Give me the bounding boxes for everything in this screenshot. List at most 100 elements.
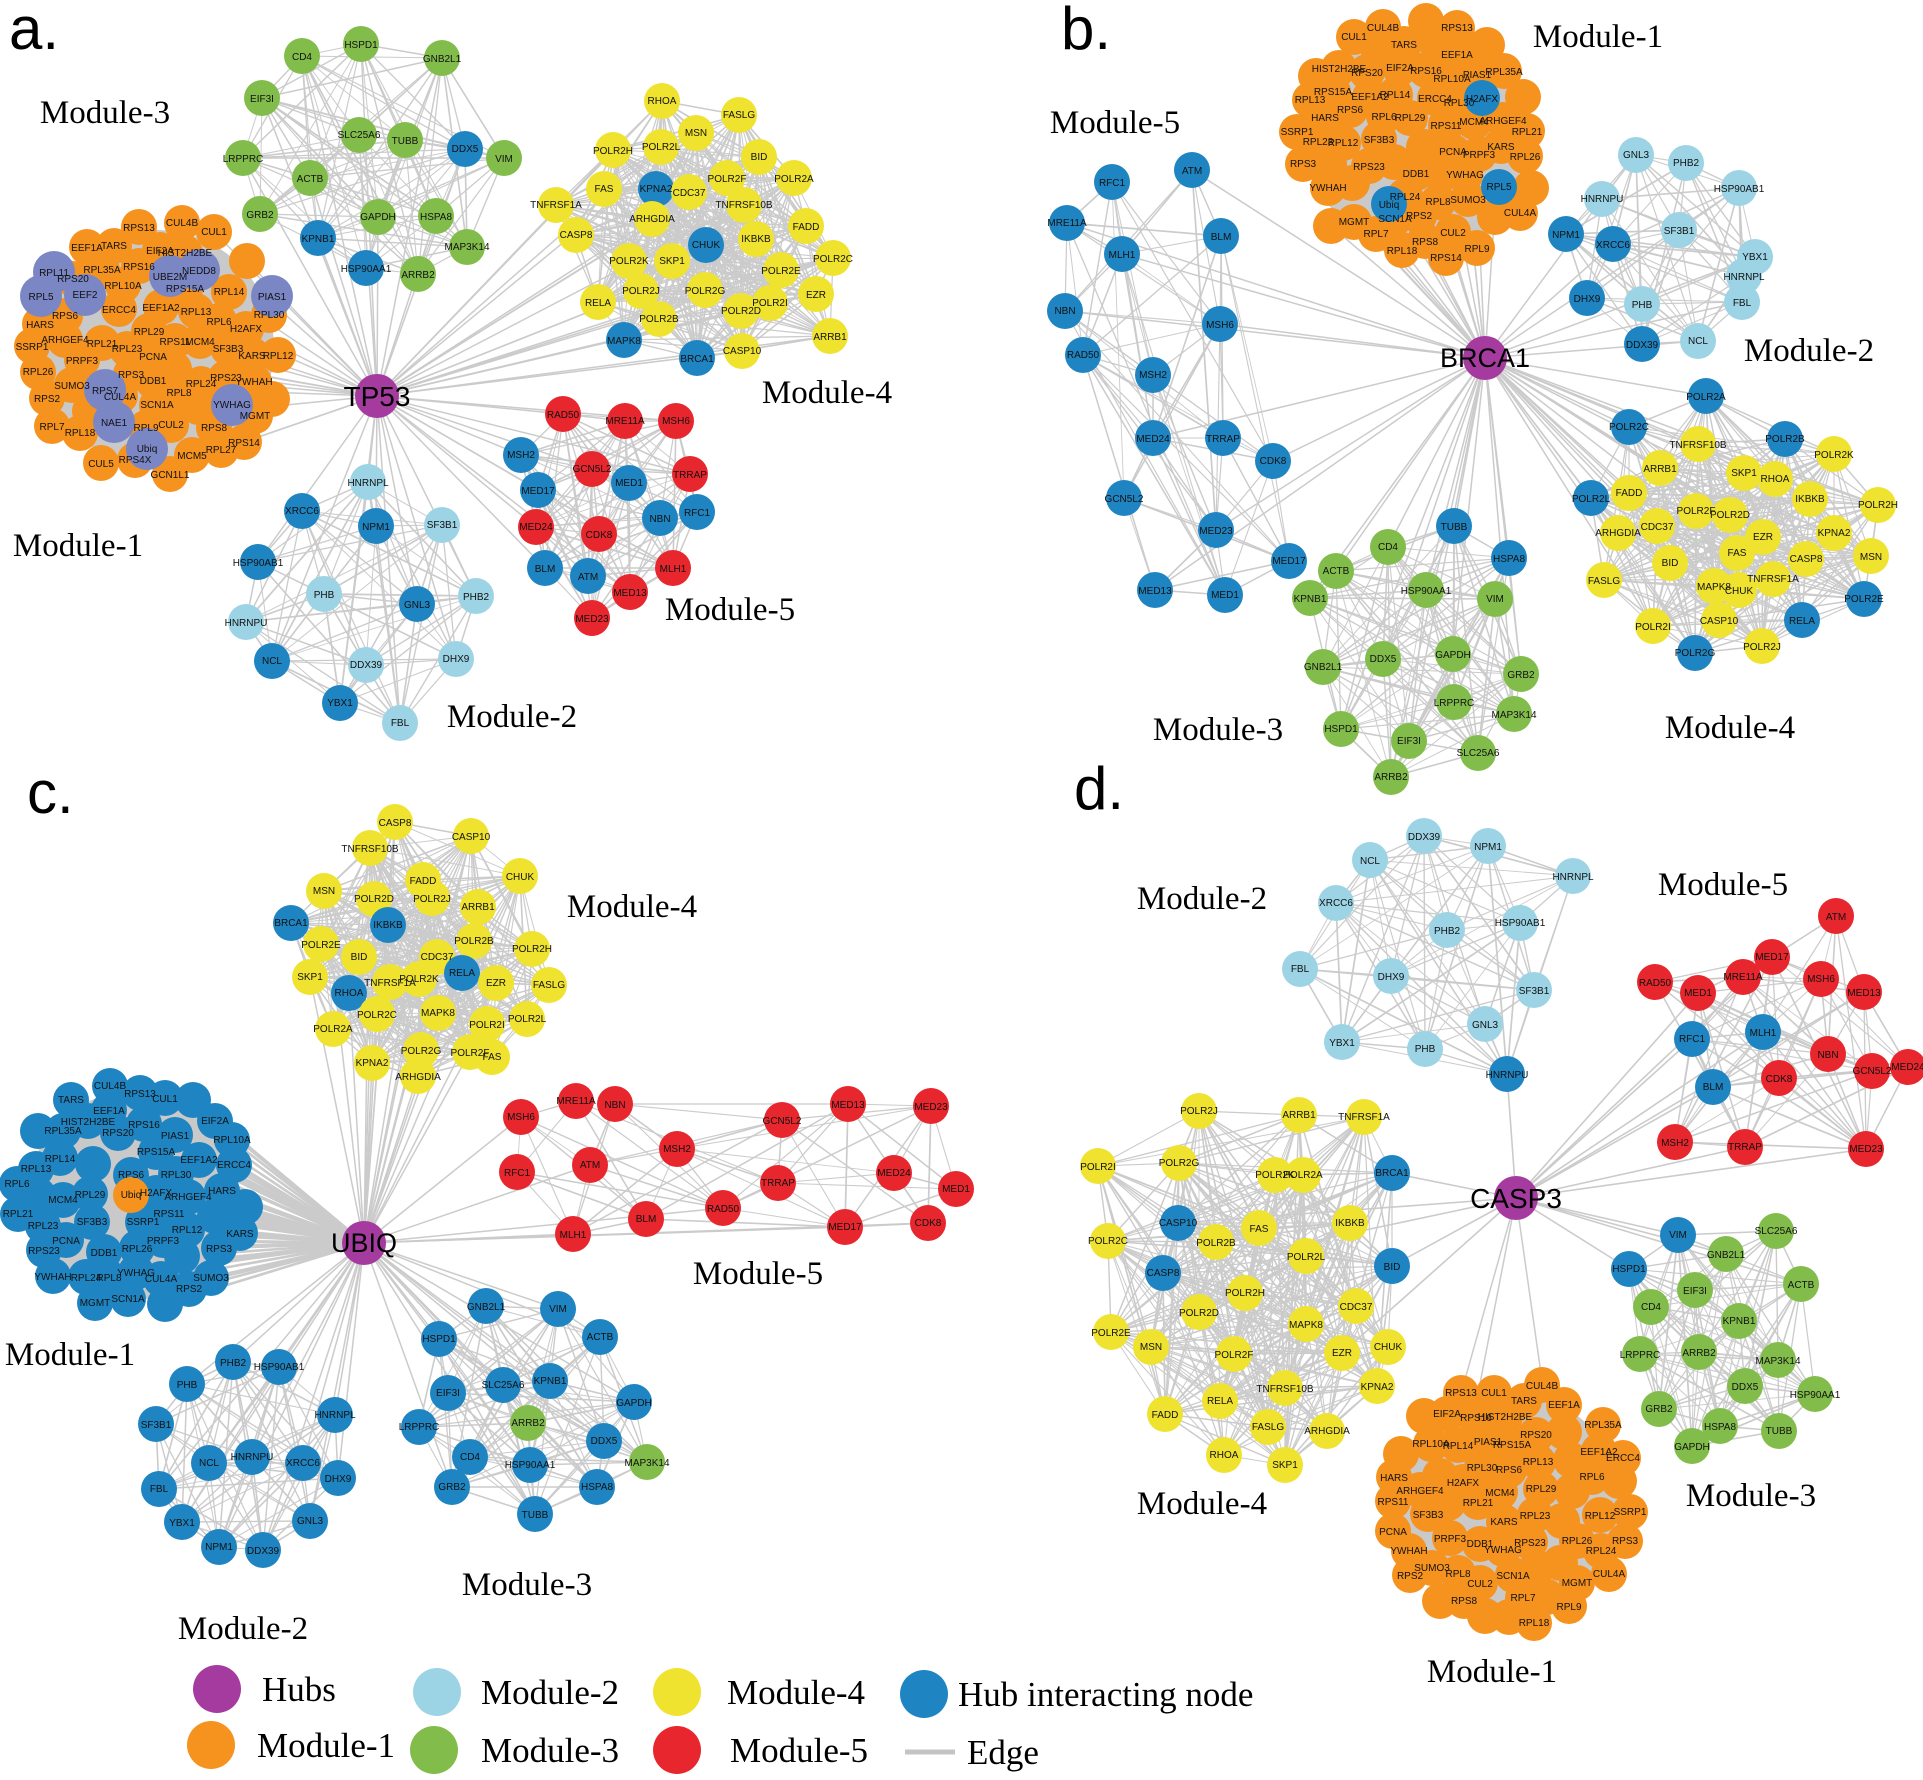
- svg-text:XRCC6: XRCC6: [286, 1458, 320, 1469]
- svg-text:Module-1: Module-1: [1533, 19, 1663, 55]
- svg-text:RPL23: RPL23: [1520, 1511, 1551, 1522]
- svg-text:POLR2D: POLR2D: [721, 306, 761, 317]
- svg-text:RPS7: RPS7: [92, 386, 119, 397]
- svg-text:XRCC6: XRCC6: [285, 506, 319, 517]
- svg-text:RPL21: RPL21: [1463, 1498, 1494, 1509]
- svg-text:RPL10A: RPL10A: [213, 1135, 251, 1146]
- svg-text:CUL2: CUL2: [1467, 1579, 1493, 1590]
- svg-text:RPL30: RPL30: [161, 1170, 192, 1181]
- svg-text:RPL7: RPL7: [39, 422, 64, 433]
- svg-text:RPL12: RPL12: [263, 351, 294, 362]
- svg-text:SCN1A: SCN1A: [1496, 1571, 1530, 1582]
- svg-text:Module-4: Module-4: [1137, 1486, 1267, 1522]
- svg-text:MSN: MSN: [1860, 552, 1882, 563]
- svg-text:HARS: HARS: [208, 1186, 236, 1197]
- svg-text:YWHAH: YWHAH: [1390, 1546, 1427, 1557]
- svg-text:HSP90AA1: HSP90AA1: [505, 1460, 556, 1471]
- svg-text:DHX9: DHX9: [1574, 294, 1601, 305]
- svg-text:CUL4A: CUL4A: [1504, 208, 1537, 219]
- svg-text:ARRB2: ARRB2: [511, 1418, 545, 1429]
- svg-text:FASLG: FASLG: [1252, 1422, 1284, 1433]
- svg-text:FASLG: FASLG: [723, 110, 755, 121]
- svg-text:BID: BID: [1662, 558, 1679, 569]
- svg-text:YWHAG: YWHAG: [1484, 1545, 1522, 1556]
- svg-text:POLR2C: POLR2C: [1088, 1236, 1128, 1247]
- svg-text:MED23: MED23: [1199, 526, 1233, 537]
- svg-text:RPS13: RPS13: [1441, 23, 1473, 34]
- svg-text:SF3B1: SF3B1: [427, 520, 458, 531]
- svg-text:ARRB2: ARRB2: [1374, 772, 1408, 783]
- svg-text:HSP90AA1: HSP90AA1: [341, 264, 392, 275]
- svg-text:POLR2H: POLR2H: [1858, 500, 1898, 511]
- svg-text:XRCC6: XRCC6: [1596, 240, 1630, 251]
- svg-text:MSN: MSN: [1140, 1342, 1162, 1353]
- svg-text:TNFRSF1A: TNFRSF1A: [1747, 574, 1799, 585]
- svg-text:RPS2: RPS2: [1406, 211, 1433, 222]
- svg-text:EZR: EZR: [1332, 1348, 1352, 1359]
- svg-text:HSP90AB1: HSP90AB1: [1714, 184, 1765, 195]
- svg-text:EIF2A: EIF2A: [201, 1116, 229, 1127]
- svg-text:TNFRSF1A: TNFRSF1A: [364, 978, 416, 989]
- svg-text:RPL12: RPL12: [1328, 138, 1359, 149]
- svg-text:RPL6: RPL6: [4, 1179, 29, 1190]
- svg-text:NBN: NBN: [604, 1100, 625, 1111]
- svg-text:RPS3: RPS3: [118, 370, 145, 381]
- svg-text:POLR2I: POLR2I: [469, 1020, 505, 1031]
- svg-text:RPL14: RPL14: [1443, 1441, 1474, 1452]
- svg-text:RPL29: RPL29: [1526, 1484, 1557, 1495]
- svg-text:HSP90AA1: HSP90AA1: [1401, 586, 1452, 597]
- svg-text:RFC1: RFC1: [684, 508, 711, 519]
- svg-text:MED17: MED17: [828, 1222, 862, 1233]
- svg-text:YWHAH: YWHAH: [235, 377, 272, 388]
- svg-text:PIAS1: PIAS1: [1463, 70, 1492, 81]
- svg-text:ARRB1: ARRB1: [1282, 1110, 1316, 1121]
- svg-text:POLR2A: POLR2A: [313, 1024, 353, 1035]
- svg-text:ACTB: ACTB: [1788, 1280, 1815, 1291]
- svg-text:RPL8: RPL8: [1425, 197, 1450, 208]
- svg-text:POLR2D: POLR2D: [1710, 510, 1750, 521]
- svg-text:BLM: BLM: [535, 564, 556, 575]
- svg-text:EIF2A: EIF2A: [1386, 63, 1414, 74]
- svg-text:LRPPRC: LRPPRC: [399, 1422, 440, 1433]
- svg-text:POLR2G: POLR2G: [1159, 1158, 1200, 1169]
- svg-text:DDB1: DDB1: [91, 1248, 118, 1259]
- svg-text:RPL11: RPL11: [39, 268, 69, 279]
- svg-text:EEF1A: EEF1A: [71, 243, 103, 254]
- svg-text:RPL10A: RPL10A: [1412, 1439, 1450, 1450]
- svg-text:GRB2: GRB2: [1645, 1404, 1673, 1415]
- svg-text:MED1: MED1: [1211, 590, 1239, 601]
- svg-text:HSPD1: HSPD1: [1612, 1264, 1646, 1275]
- svg-text:GRB2: GRB2: [438, 1482, 466, 1493]
- svg-text:SF3B1: SF3B1: [1664, 226, 1695, 237]
- svg-text:NPM1: NPM1: [1474, 842, 1502, 853]
- svg-text:GAPDH: GAPDH: [1435, 650, 1471, 661]
- svg-text:ARHGDIA: ARHGDIA: [395, 1072, 441, 1083]
- svg-text:RPL23: RPL23: [1303, 137, 1334, 148]
- svg-text:RPL8: RPL8: [166, 388, 191, 399]
- svg-text:RPL18: RPL18: [1387, 246, 1418, 257]
- svg-text:EEF1A: EEF1A: [1441, 50, 1473, 61]
- svg-text:POLR2K: POLR2K: [1814, 450, 1854, 461]
- svg-text:RPL27: RPL27: [206, 445, 237, 456]
- svg-text:RPS23: RPS23: [1353, 162, 1385, 173]
- svg-text:PIAS1: PIAS1: [258, 292, 287, 303]
- svg-text:MED17: MED17: [521, 486, 555, 497]
- svg-text:RPS15A: RPS15A: [137, 1147, 176, 1158]
- svg-text:MAPK8: MAPK8: [607, 336, 641, 347]
- svg-text:MCM4: MCM4: [185, 337, 215, 348]
- svg-text:MAPK8: MAPK8: [1697, 582, 1731, 593]
- svg-text:GCN5L2: GCN5L2: [1853, 1066, 1892, 1077]
- svg-text:FAS: FAS: [1250, 1224, 1269, 1235]
- svg-text:FAS: FAS: [483, 1052, 502, 1063]
- svg-text:ERCC4: ERCC4: [217, 1160, 251, 1171]
- svg-text:Module-5: Module-5: [665, 592, 795, 628]
- svg-text:RPL10A: RPL10A: [1433, 74, 1471, 85]
- svg-text:NEDD8: NEDD8: [182, 266, 216, 277]
- svg-text:EZR: EZR: [806, 290, 826, 301]
- svg-text:FBL: FBL: [391, 718, 410, 729]
- svg-text:EEF1A2: EEF1A2: [1580, 1447, 1618, 1458]
- svg-text:CDK8: CDK8: [915, 1218, 942, 1229]
- svg-text:RPL35A: RPL35A: [1485, 67, 1523, 78]
- svg-text:GNB2L1: GNB2L1: [1707, 1250, 1746, 1261]
- svg-text:TRRAP: TRRAP: [673, 470, 707, 481]
